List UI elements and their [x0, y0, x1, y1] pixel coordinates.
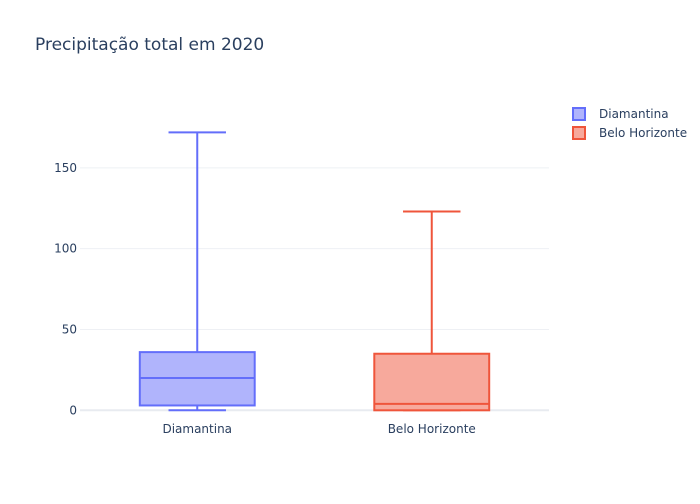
legend: Diamantina Belo Horizonte: [572, 107, 687, 140]
legend-label: Belo Horizonte: [599, 126, 687, 140]
y-tick-label: 150: [54, 161, 77, 175]
legend-label: Diamantina: [599, 107, 669, 121]
chart-title: Precipitação total em 2020: [35, 35, 264, 55]
y-tick-label: 50: [62, 322, 77, 336]
y-axis-ticks: 0 50 100 150: [54, 161, 77, 417]
x-axis-ticks: Diamantina Belo Horizonte: [162, 422, 475, 436]
box-diamantina: [138, 131, 256, 412]
x-tick-label: Belo Horizonte: [388, 422, 476, 436]
x-tick-label: Diamantina: [162, 422, 232, 436]
legend-swatch: [572, 107, 586, 121]
box-belo-horizonte: [373, 210, 491, 412]
legend-item: Belo Horizonte: [572, 126, 687, 140]
y-tick-label: 100: [54, 242, 77, 256]
box-iqr: [373, 352, 491, 412]
box-plots: [138, 131, 491, 412]
legend-item: Diamantina: [572, 107, 669, 121]
legend-swatch: [572, 126, 586, 140]
y-tick-label: 0: [69, 403, 77, 417]
